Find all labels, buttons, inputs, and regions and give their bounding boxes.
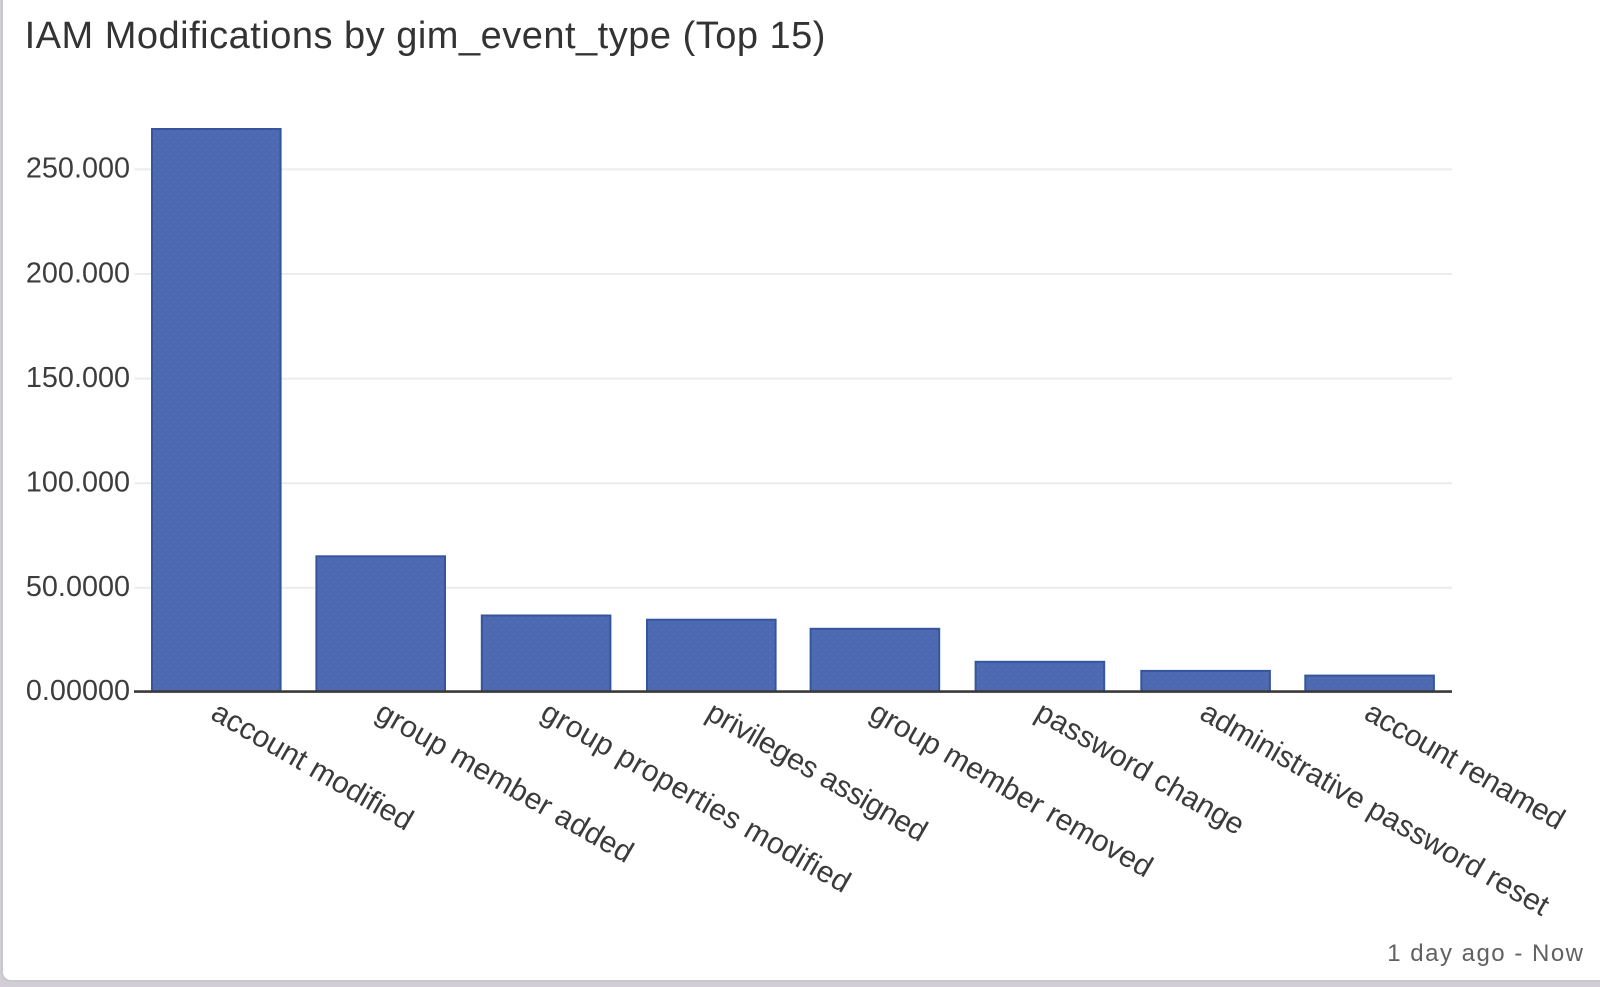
svg-text:group properties modified: group properties modified bbox=[536, 695, 857, 899]
svg-text:250.000: 250.000 bbox=[26, 153, 130, 185]
svg-text:group member removed: group member removed bbox=[864, 695, 1158, 884]
svg-text:1 day ago - Now: 1 day ago - Now bbox=[1387, 940, 1584, 967]
svg-text:150.000: 150.000 bbox=[26, 362, 130, 394]
svg-text:200.000: 200.000 bbox=[26, 257, 130, 289]
svg-text:0.00000: 0.00000 bbox=[26, 675, 130, 707]
svg-text:IAM Modifications by gim_event: IAM Modifications by gim_event_type (Top… bbox=[25, 15, 826, 57]
svg-text:50.0000: 50.0000 bbox=[26, 571, 130, 603]
svg-text:100.000: 100.000 bbox=[26, 467, 130, 499]
